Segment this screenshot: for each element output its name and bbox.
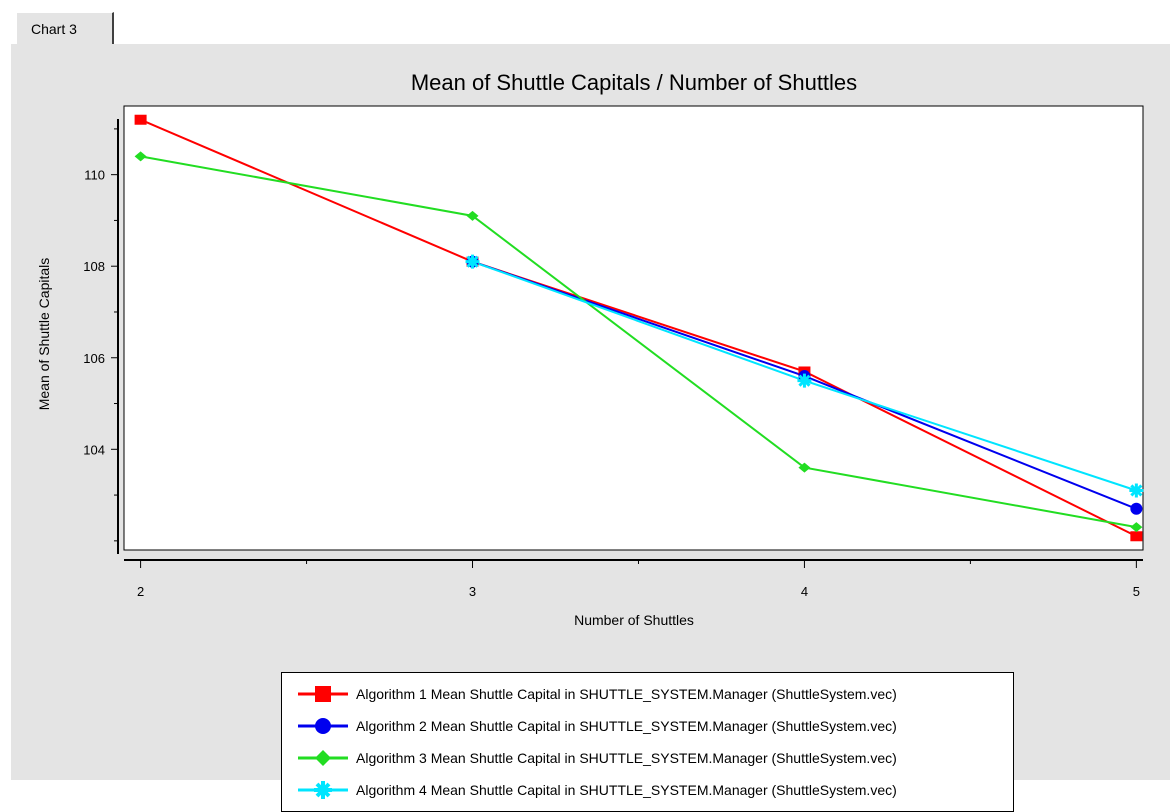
- legend-label-3: Algorithm 3 Mean Shuttle Capital in SHUT…: [356, 750, 897, 766]
- plot-area: [123, 105, 1144, 551]
- series-4-point: [797, 373, 812, 388]
- legend-label-4: Algorithm 4 Mean Shuttle Capital in SHUT…: [356, 782, 897, 798]
- y-tick-label: 110: [84, 168, 105, 183]
- y-tick-label: 106: [83, 351, 105, 366]
- chart-panel: Mean of Shuttle Capitals / Number of Shu…: [10, 43, 1170, 812]
- series-1-point: [1130, 531, 1143, 542]
- legend-swatch-3: [298, 750, 348, 766]
- x-tick-label: 3: [469, 584, 476, 599]
- series-3-point: [1130, 522, 1143, 533]
- legend-marker-4: [314, 781, 332, 799]
- series-4-point: [1129, 483, 1144, 498]
- series-1-point: [134, 114, 147, 125]
- legend-swatch-1: [298, 686, 348, 702]
- legend-label-1: Algorithm 1 Mean Shuttle Capital in SHUT…: [356, 686, 897, 702]
- chart-title: Mean of Shuttle Capitals / Number of Shu…: [411, 70, 857, 95]
- series-3-point: [798, 462, 811, 473]
- x-tick-label: 2: [137, 584, 144, 599]
- series-3-point: [466, 210, 479, 221]
- legend-label-2: Algorithm 2 Mean Shuttle Capital in SHUT…: [356, 718, 897, 734]
- legend-item-1: Algorithm 1 Mean Shuttle Capital in SHUT…: [282, 679, 1013, 709]
- chart-legend: Algorithm 1 Mean Shuttle Capital in SHUT…: [281, 672, 1014, 812]
- series-2-point: [1130, 502, 1143, 515]
- series-4-point: [465, 254, 480, 269]
- y-tick-label: 108: [83, 259, 105, 274]
- y-axis-label: Mean of Shuttle Capitals: [36, 258, 52, 411]
- legend-marker-1: [315, 686, 331, 702]
- legend-item-3: Algorithm 3 Mean Shuttle Capital in SHUT…: [282, 743, 1013, 773]
- x-tick-label: 4: [801, 584, 808, 599]
- x-axis-label: Number of Shuttles: [574, 612, 694, 628]
- series-line-3: [140, 155, 1137, 529]
- x-tick-label: 5: [1133, 584, 1140, 599]
- legend-swatch-2: [298, 718, 348, 734]
- legend-marker-3: [315, 750, 331, 766]
- series-line-1: [140, 118, 1137, 538]
- y-tick-label: 104: [83, 442, 105, 457]
- tab-chart-3[interactable]: Chart 3: [16, 12, 114, 44]
- line-chart: Mean of Shuttle Capitals / Number of Shu…: [36, 70, 1144, 628]
- legend-item-2: Algorithm 2 Mean Shuttle Capital in SHUT…: [282, 711, 1013, 741]
- tab-strip: Chart 3: [0, 0, 1170, 44]
- legend-marker-2: [315, 718, 331, 734]
- series-3-point: [134, 151, 147, 162]
